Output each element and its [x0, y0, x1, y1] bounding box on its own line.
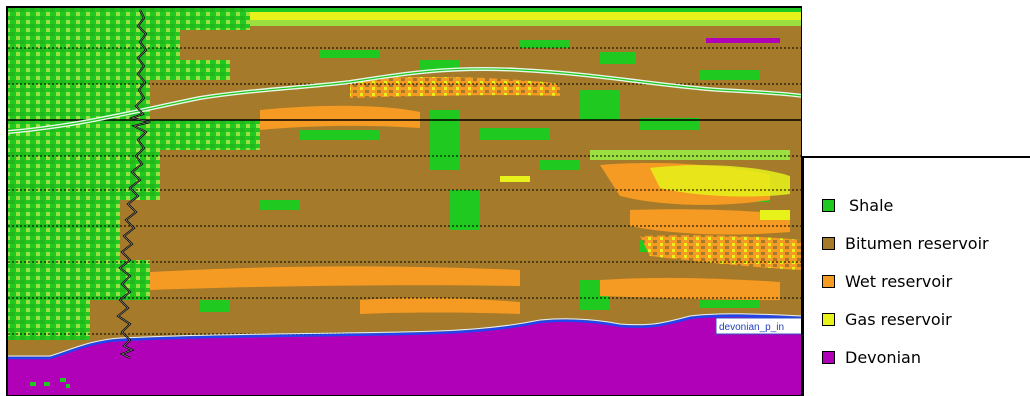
devonian-zone [8, 315, 802, 396]
legend-label-wet: Wet reservoir [845, 271, 953, 291]
legend-item-devonian: Devonian [822, 346, 921, 368]
shale-swatch [822, 198, 835, 212]
legend-label-gas: Gas reservoir [845, 309, 952, 329]
upper-devonian-patch [706, 38, 780, 43]
horizon-label: devonian_p_in [719, 322, 784, 333]
gas-reservoir-zones [500, 165, 790, 220]
wet-reservoir-zones [150, 77, 802, 314]
devonian-horizon [8, 314, 802, 360]
legend-item-bitumen: Bitumen reservoir [822, 232, 989, 254]
legend: Shale Bitumen reservoir Wet reservoir Ga… [802, 156, 1030, 396]
section-frame [6, 6, 802, 396]
legend-item-wet: Wet reservoir [822, 270, 952, 292]
legend-item-gas: Gas reservoir [822, 308, 952, 330]
upper-light-band [250, 20, 802, 26]
legend-label-devonian: Devonian [845, 347, 921, 367]
devonian-shale-marks [30, 378, 70, 388]
devonian-swatch [822, 350, 835, 364]
facies-cross-section: devonian_p_in [6, 6, 802, 396]
legend-label-shale: Shale [849, 195, 894, 215]
horizon-label-box: devonian_p_in [715, 317, 802, 335]
legend-item-shale: Shale [822, 194, 893, 216]
gas-swatch [822, 312, 835, 326]
wet-swatch [822, 274, 835, 288]
upper-gas-band [250, 12, 802, 20]
legend-label-bitumen: Bitumen reservoir [845, 233, 989, 253]
bitumen-swatch [822, 236, 835, 250]
mixed-band [590, 150, 790, 160]
